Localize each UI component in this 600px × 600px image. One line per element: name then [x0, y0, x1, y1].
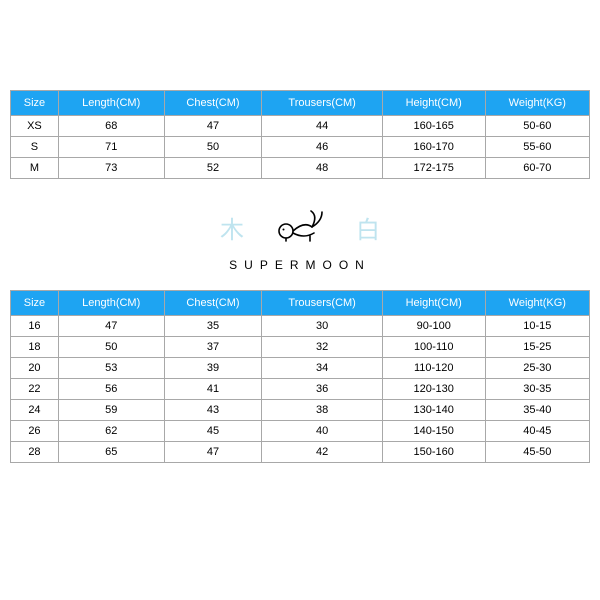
table-cell: 22: [11, 379, 59, 400]
table-cell: 130-140: [382, 400, 485, 421]
table-cell: 150-160: [382, 442, 485, 463]
table-cell: 160-165: [382, 116, 485, 137]
table-cell: 48: [262, 158, 382, 179]
table-row: S715046160-17055-60: [11, 137, 590, 158]
table-cell: 35-40: [485, 400, 589, 421]
table-cell: 43: [164, 400, 262, 421]
table-row: 18503732100-11015-25: [11, 337, 590, 358]
column-header: Trousers(CM): [262, 291, 382, 316]
table-cell: 59: [58, 400, 164, 421]
column-header: Weight(KG): [485, 291, 589, 316]
table-row: M735248172-17560-70: [11, 158, 590, 179]
table-cell: 62: [58, 421, 164, 442]
column-header: Weight(KG): [485, 91, 589, 116]
table-cell: 16: [11, 316, 59, 337]
table-cell: 45: [164, 421, 262, 442]
table-row: XS684744160-16550-60: [11, 116, 590, 137]
column-header: Length(CM): [58, 91, 164, 116]
table-cell: 41: [164, 379, 262, 400]
table-cell: 40-45: [485, 421, 589, 442]
table-row: 28654742150-16045-50: [11, 442, 590, 463]
table-cell: 73: [58, 158, 164, 179]
brand-char-right: 白: [356, 210, 380, 245]
table-cell: 24: [11, 400, 59, 421]
table-cell: 52: [164, 158, 262, 179]
table-cell: 50: [164, 137, 262, 158]
table-cell: 20: [11, 358, 59, 379]
table-cell: M: [11, 158, 59, 179]
table-cell: 18: [11, 337, 59, 358]
table-row: 24594338130-14035-40: [11, 400, 590, 421]
table-cell: 45-50: [485, 442, 589, 463]
table-header-row: SizeLength(CM)Chest(CM)Trousers(CM)Heigh…: [11, 91, 590, 116]
column-header: Size: [11, 91, 59, 116]
table-cell: 90-100: [382, 316, 485, 337]
table-cell: 46: [262, 137, 382, 158]
table-cell: 34: [262, 358, 382, 379]
column-header: Size: [11, 291, 59, 316]
table-cell: 28: [11, 442, 59, 463]
table-cell: 30-35: [485, 379, 589, 400]
table-cell: 44: [262, 116, 382, 137]
brand-char-left: 木: [220, 210, 244, 245]
table-cell: 60-70: [485, 158, 589, 179]
table-cell: 40: [262, 421, 382, 442]
column-header: Trousers(CM): [262, 91, 382, 116]
table-cell: 42: [262, 442, 382, 463]
table-row: 22564136120-13030-35: [11, 379, 590, 400]
table-header-row: SizeLength(CM)Chest(CM)Trousers(CM)Heigh…: [11, 291, 590, 316]
table-cell: 120-130: [382, 379, 485, 400]
table-cell: 39: [164, 358, 262, 379]
table-row: 20533934110-12025-30: [11, 358, 590, 379]
table-cell: 25-30: [485, 358, 589, 379]
table-cell: 10-15: [485, 316, 589, 337]
column-header: Height(CM): [382, 291, 485, 316]
table-cell: 47: [164, 442, 262, 463]
size-table-kids: SizeLength(CM)Chest(CM)Trousers(CM)Heigh…: [10, 290, 590, 463]
table-row: 26624540140-15040-45: [11, 421, 590, 442]
size-table-adult: SizeLength(CM)Chest(CM)Trousers(CM)Heigh…: [10, 90, 590, 179]
column-header: Chest(CM): [164, 91, 262, 116]
table-cell: 26: [11, 421, 59, 442]
table-cell: 56: [58, 379, 164, 400]
table-cell: XS: [11, 116, 59, 137]
brand-section: 木 白 SUPERMOON: [10, 179, 590, 290]
table-cell: 50: [58, 337, 164, 358]
table-cell: 68: [58, 116, 164, 137]
table-cell: 47: [58, 316, 164, 337]
brand-symbols: 木 白: [220, 207, 380, 248]
table-cell: 100-110: [382, 337, 485, 358]
table-cell: 47: [164, 116, 262, 137]
column-header: Height(CM): [382, 91, 485, 116]
table-cell: 53: [58, 358, 164, 379]
brand-text: SUPERMOON: [229, 258, 371, 272]
table-cell: 71: [58, 137, 164, 158]
table-cell: 110-120: [382, 358, 485, 379]
table-cell: 38: [262, 400, 382, 421]
table-cell: 140-150: [382, 421, 485, 442]
table-cell: 30: [262, 316, 382, 337]
table-row: 1647353090-10010-15: [11, 316, 590, 337]
table-cell: 55-60: [485, 137, 589, 158]
table-cell: 36: [262, 379, 382, 400]
table-cell: S: [11, 137, 59, 158]
column-header: Chest(CM): [164, 291, 262, 316]
table-cell: 65: [58, 442, 164, 463]
rabbit-icon: [272, 207, 328, 248]
table-cell: 35: [164, 316, 262, 337]
table-cell: 15-25: [485, 337, 589, 358]
table-cell: 160-170: [382, 137, 485, 158]
table-cell: 37: [164, 337, 262, 358]
table-cell: 172-175: [382, 158, 485, 179]
table-cell: 32: [262, 337, 382, 358]
table-cell: 50-60: [485, 116, 589, 137]
column-header: Length(CM): [58, 291, 164, 316]
